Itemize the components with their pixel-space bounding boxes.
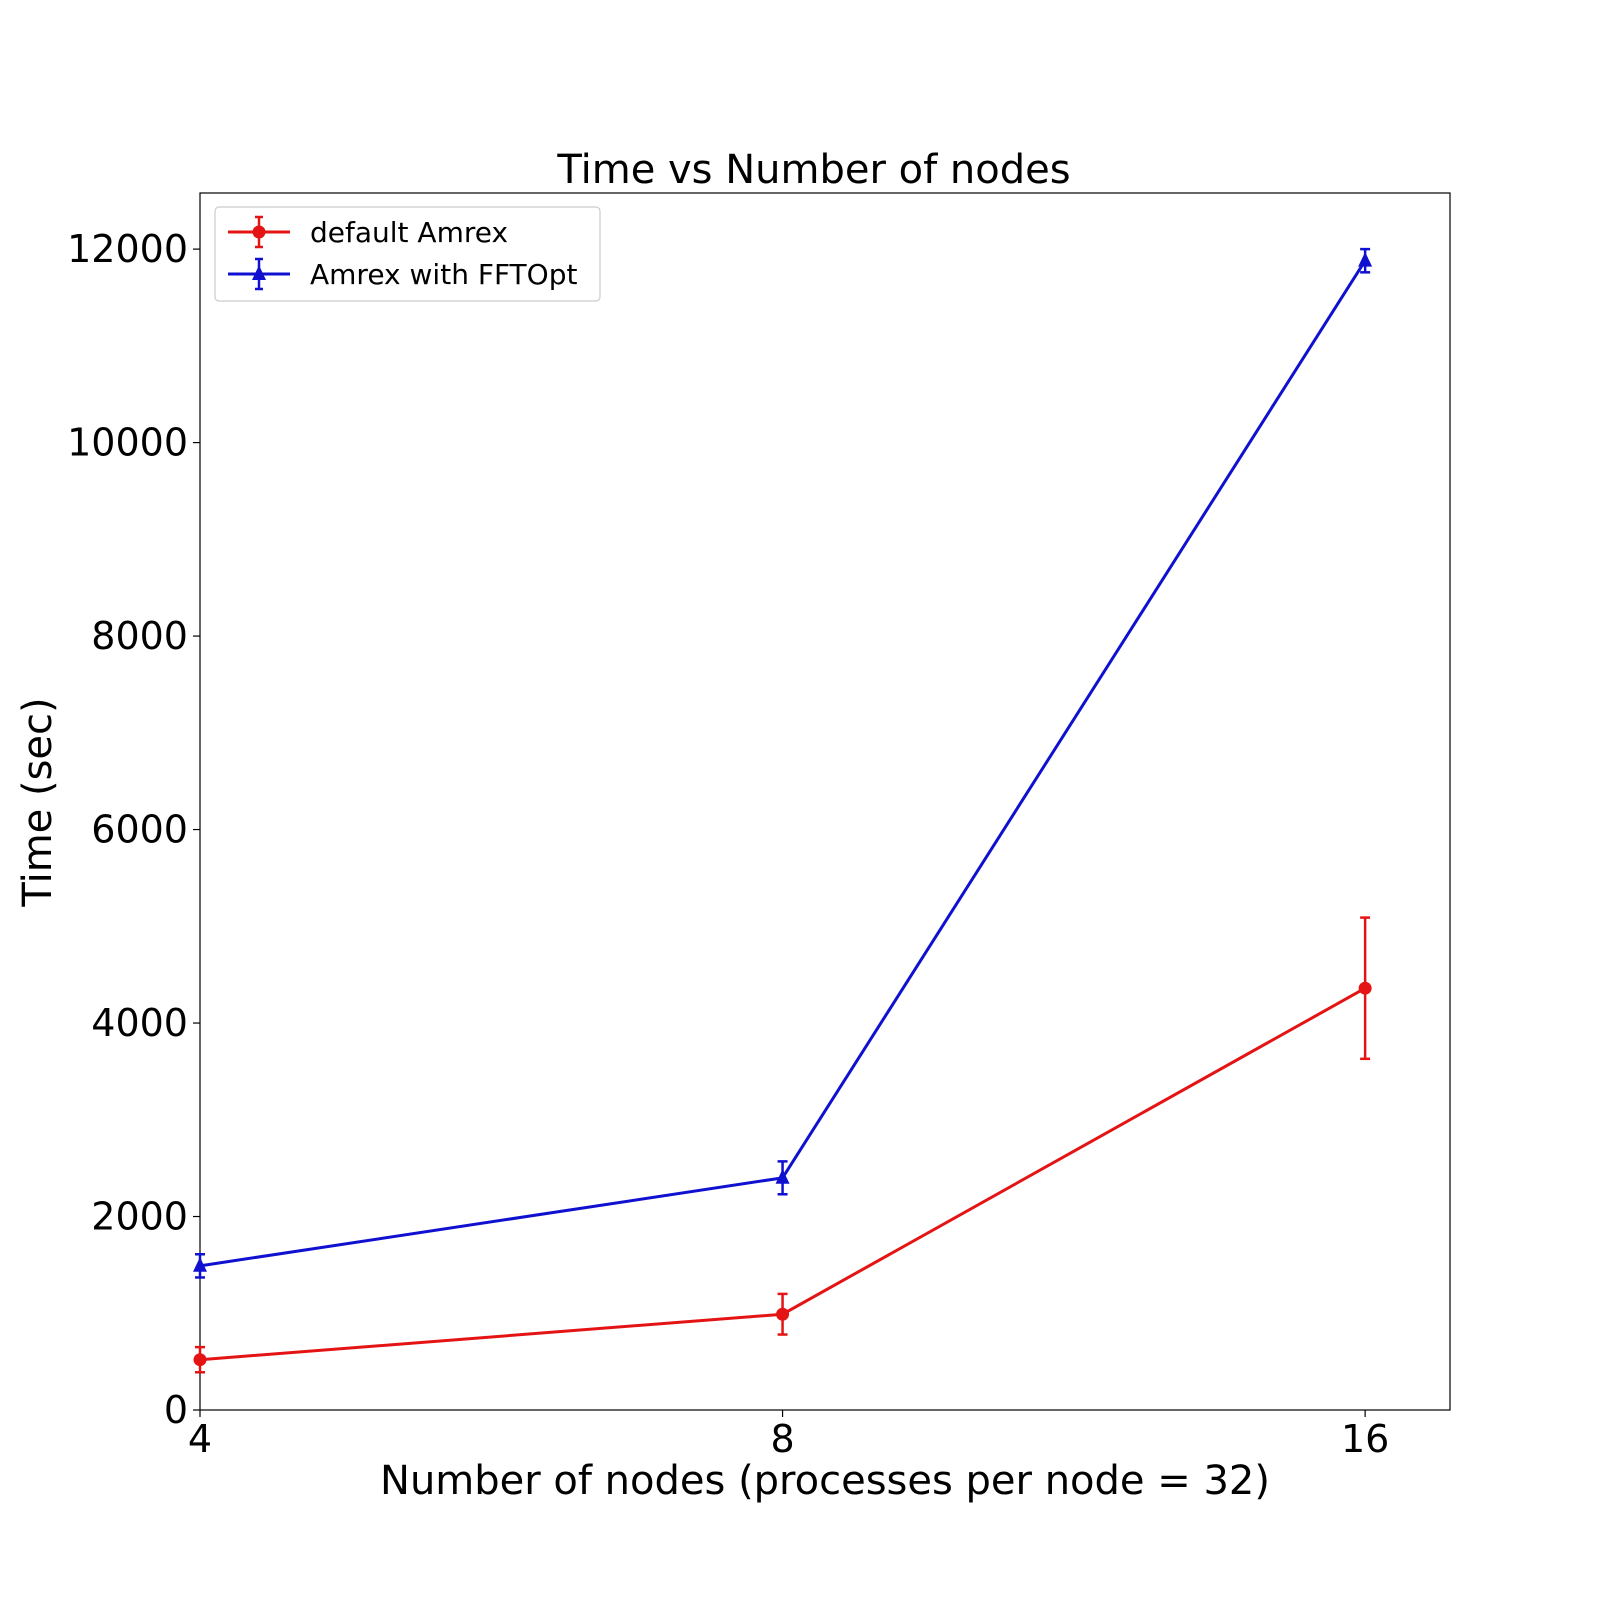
- legend-marker: [252, 225, 266, 239]
- legend-label: Amrex with FFTOpt: [310, 258, 577, 291]
- plot-area: 0 2000 4000 6000 8000 10000 12000 4 8 16: [67, 192, 1451, 1461]
- chart-title: Time vs Number of nodes: [556, 147, 1070, 193]
- y-tick-label: 8000: [91, 614, 188, 658]
- data-point: [193, 1257, 207, 1272]
- plot-frame: [199, 192, 1451, 1411]
- y-tick-label: 2000: [91, 1195, 188, 1239]
- legend-marker: [252, 265, 266, 280]
- series-default-amrex: [193, 916, 1372, 1374]
- y-axis-label: Time (sec): [15, 697, 61, 907]
- series-layer: [193, 247, 1373, 1374]
- data-point: [776, 1307, 790, 1321]
- y-tick-label: 10000: [67, 421, 188, 465]
- y-tick-label: 6000: [91, 808, 188, 852]
- data-point: [775, 1169, 790, 1184]
- y-axis: 0 2000 4000 6000 8000 10000 12000: [67, 227, 200, 1432]
- legend-entry: Amrex with FFTOpt: [228, 257, 577, 291]
- x-tick-label: 8: [770, 1417, 794, 1461]
- legend: default Amrex Amrex with FFTOpt: [214, 206, 601, 302]
- y-tick-label: 12000: [67, 227, 188, 271]
- x-axis: 4 8 16: [188, 1410, 1389, 1461]
- legend-box: [214, 206, 601, 302]
- y-tick-label: 0: [164, 1388, 188, 1432]
- x-tick-label: 4: [188, 1417, 212, 1461]
- data-point: [193, 1353, 207, 1367]
- series-amrex-fftopt: [193, 247, 1373, 1279]
- x-axis-label: Number of nodes (processes per node = 32…: [380, 1458, 1270, 1504]
- data-point: [1358, 251, 1373, 267]
- legend-label: default Amrex: [310, 216, 508, 249]
- legend-entry: default Amrex: [228, 215, 508, 249]
- y-tick-label: 4000: [91, 1001, 188, 1045]
- x-tick-label: 16: [1341, 1417, 1389, 1461]
- data-point: [1358, 981, 1372, 995]
